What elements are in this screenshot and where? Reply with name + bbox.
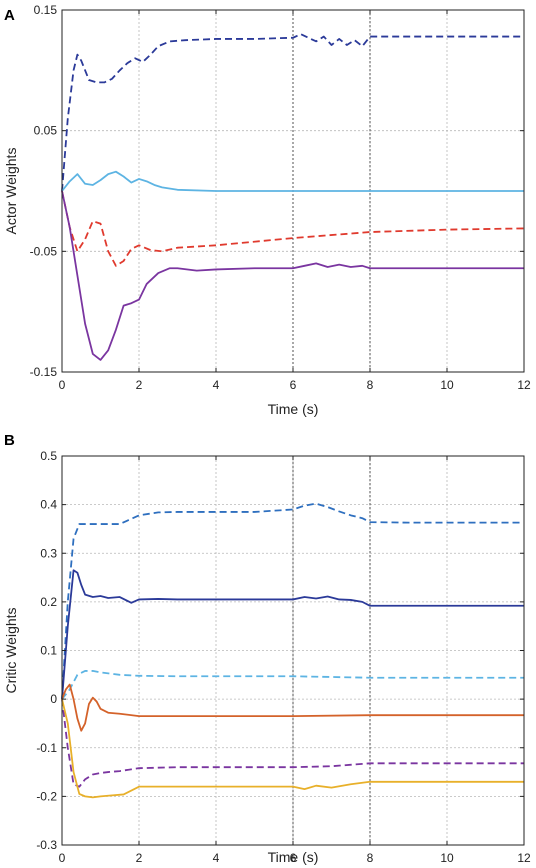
x-tick-label: 12 [517, 851, 531, 865]
x-tick-label: 0 [59, 378, 66, 392]
x-tick-label: 4 [213, 851, 220, 865]
series-line-1 [61, 502, 524, 700]
x-tick-label: 6 [290, 851, 297, 865]
y-tick-label: 0.1 [40, 644, 57, 658]
series-line-2 [61, 170, 524, 192]
x-tick-label: 10 [440, 851, 454, 865]
y-tick-label: 0.4 [40, 498, 57, 512]
series-line-3 [61, 670, 524, 700]
series-line-6 [61, 698, 524, 799]
x-tick-label: 4 [213, 378, 220, 392]
x-tick-label: 8 [367, 378, 374, 392]
y-tick-label: 0.2 [40, 595, 57, 609]
x-tick-label: 10 [440, 378, 454, 392]
x-tick-label: 0 [59, 851, 66, 865]
y-tick-label: -0.15 [30, 365, 58, 379]
y-tick-label: -0.1 [36, 741, 57, 755]
panel-letter: A [4, 7, 15, 24]
panel-b: 0 2 4 6 8 10 12 -0.3 -0.2 -0.1 0 0.1 0.2 0.3 0.4 0.5 Tim… [3, 432, 531, 865]
x-tick-label: 8 [367, 851, 374, 865]
series-line-1 [61, 33, 524, 192]
y-tick-label: 0.5 [40, 449, 57, 463]
y-tick-label: 0.3 [40, 546, 57, 560]
y-tick-label: -0.05 [30, 244, 58, 258]
y-tick-label: 0 [50, 692, 57, 706]
series-line-4 [61, 190, 524, 361]
y-tick-label: -0.2 [36, 789, 57, 803]
series-line-2 [61, 569, 524, 700]
x-tick-label: 6 [290, 378, 297, 392]
y-tick-label: 0.15 [34, 3, 58, 17]
series-line-5 [61, 699, 524, 788]
x-tick-label: 2 [136, 851, 143, 865]
x-axis-title: Time (s) [268, 849, 319, 865]
y-axis-title: Actor Weights [3, 148, 19, 235]
x-tick-label: 2 [136, 378, 143, 392]
panel-a: 0 2 4 6 8 10 12 -0.15 -0.05 0.05 0.15 Time (s) Actor… [3, 3, 531, 417]
y-axis-title: Critic Weights [3, 607, 19, 693]
series-line-4 [61, 683, 524, 732]
x-axis-title: Time (s) [268, 401, 319, 417]
y-tick-label: 0.05 [34, 124, 58, 138]
panel-letter: B [4, 432, 15, 449]
x-tick-label: 12 [517, 378, 531, 392]
y-tick-label: -0.3 [36, 838, 57, 852]
